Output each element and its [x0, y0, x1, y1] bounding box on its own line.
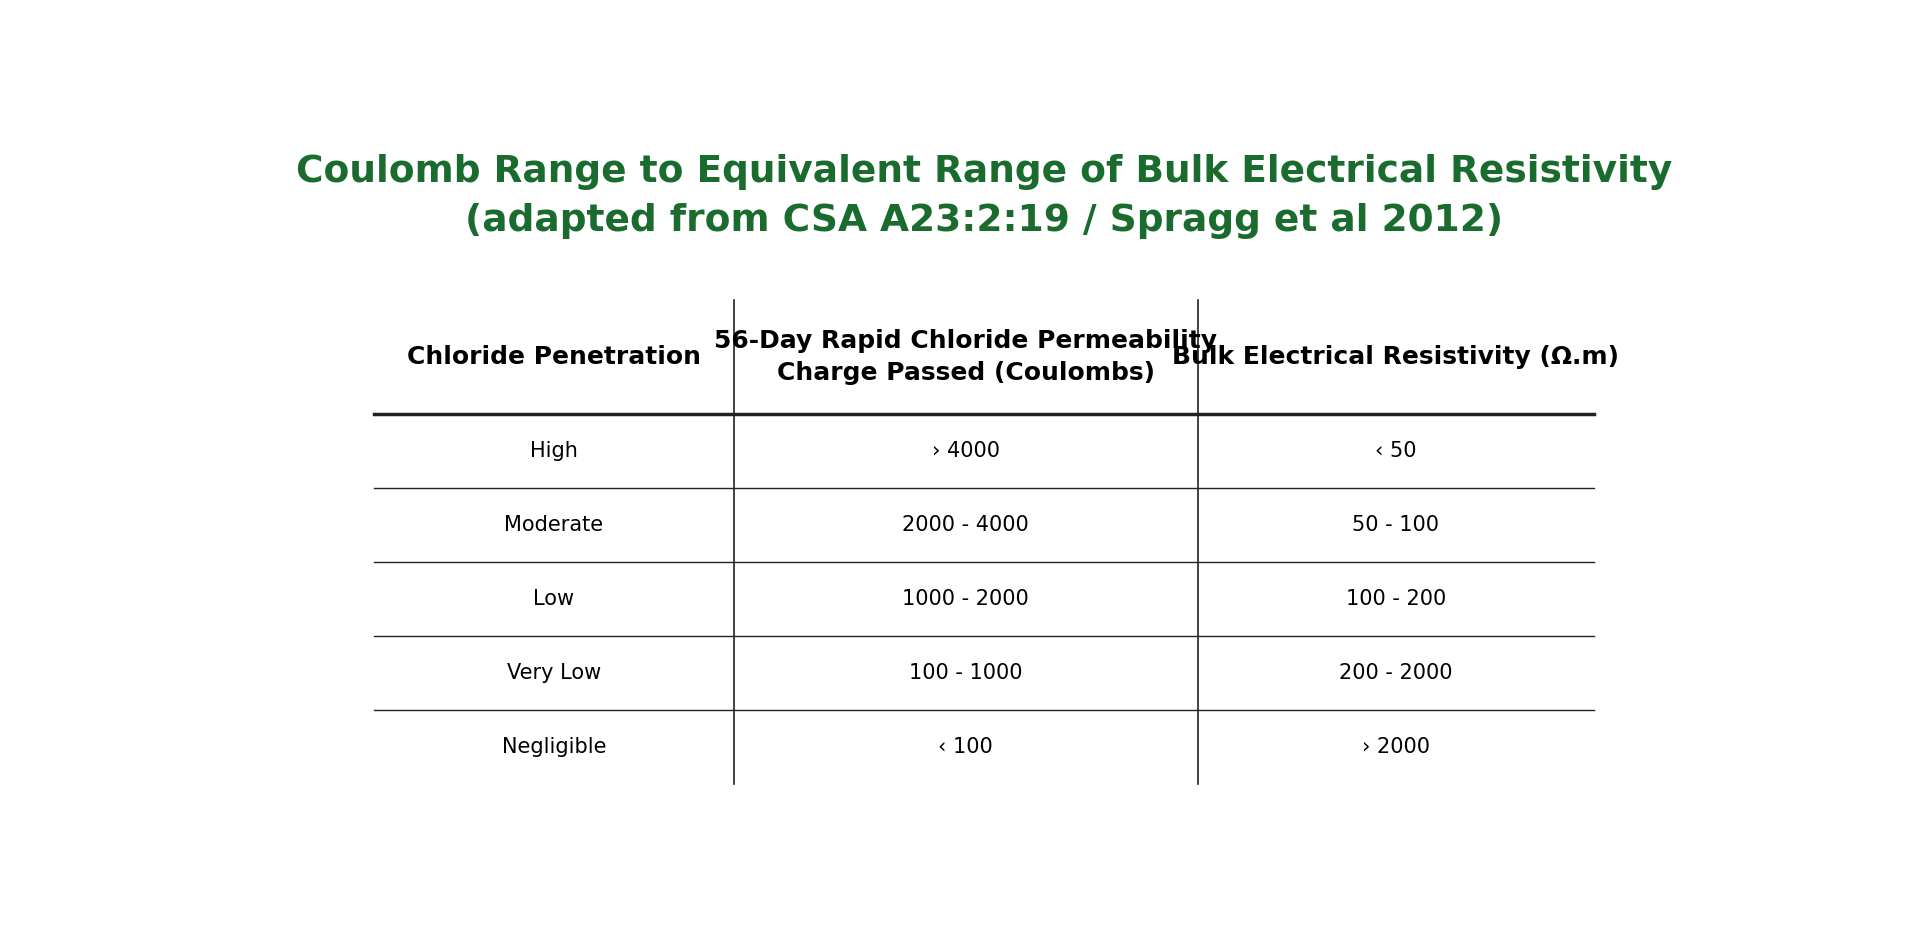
Text: Coulomb Range to Equivalent Range of Bulk Electrical Resistivity: Coulomb Range to Equivalent Range of Bul…: [296, 154, 1672, 190]
Text: ‹ 50: ‹ 50: [1375, 440, 1417, 461]
Text: (adapted from CSA A23:2:19 / Spragg et al 2012): (adapted from CSA A23:2:19 / Spragg et a…: [465, 204, 1503, 240]
Text: Chloride Penetration: Chloride Penetration: [407, 345, 701, 369]
Text: 1000 - 2000: 1000 - 2000: [902, 589, 1029, 609]
Text: › 2000: › 2000: [1361, 737, 1430, 757]
Text: Very Low: Very Low: [507, 663, 601, 683]
Text: › 4000: › 4000: [931, 440, 1000, 461]
Text: 2000 - 4000: 2000 - 4000: [902, 515, 1029, 535]
Text: 100 - 200: 100 - 200: [1346, 589, 1446, 609]
Text: 200 - 2000: 200 - 2000: [1338, 663, 1453, 683]
Text: Moderate: Moderate: [505, 515, 603, 535]
Text: Bulk Electrical Resistivity (Ω.m): Bulk Electrical Resistivity (Ω.m): [1173, 345, 1619, 369]
Text: Low: Low: [534, 589, 574, 609]
Text: Negligible: Negligible: [501, 737, 607, 757]
Text: 56-Day Rapid Chloride Permeability
Charge Passed (Coulombs): 56-Day Rapid Chloride Permeability Charg…: [714, 329, 1217, 385]
Text: 100 - 1000: 100 - 1000: [908, 663, 1023, 683]
Text: High: High: [530, 440, 578, 461]
Text: 50 - 100: 50 - 100: [1352, 515, 1440, 535]
Text: ‹ 100: ‹ 100: [939, 737, 993, 757]
